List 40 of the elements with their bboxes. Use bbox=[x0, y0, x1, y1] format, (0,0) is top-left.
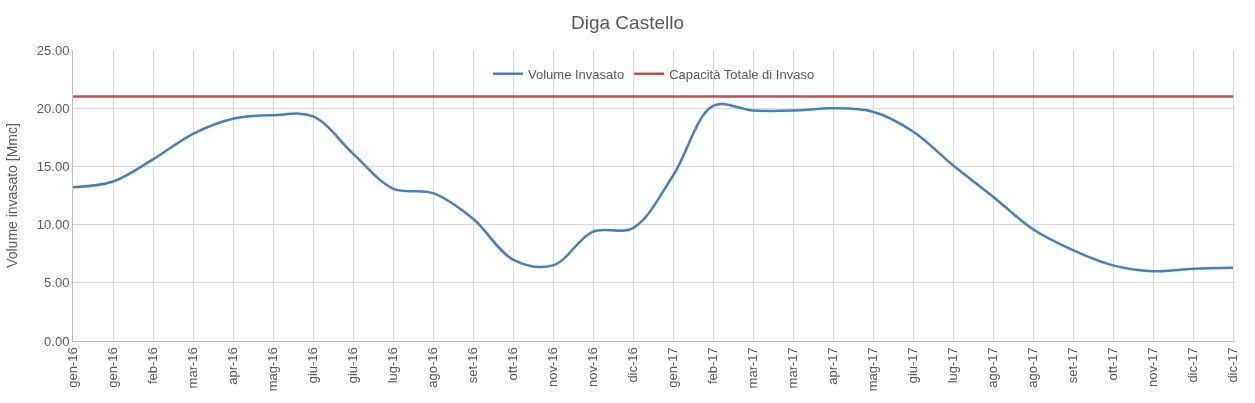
x-tick-label: ago-17 bbox=[985, 347, 1001, 388]
x-tick-label: dic-16 bbox=[625, 347, 641, 383]
y-tick-label: 10.00 bbox=[36, 217, 70, 233]
y-tick-label: 5.00 bbox=[44, 275, 70, 291]
x-tick-label: mar-17 bbox=[745, 347, 761, 389]
x-tick-label: mar-16 bbox=[185, 347, 201, 389]
x-tick-label: lug-16 bbox=[385, 347, 401, 384]
x-tick-label: giu-17 bbox=[905, 347, 921, 384]
x-tick-label: ott-17 bbox=[1105, 347, 1121, 381]
x-tick-label: apr-16 bbox=[225, 347, 241, 385]
x-tick-label: set-16 bbox=[465, 347, 481, 384]
x-tick-label: dic-17 bbox=[1225, 347, 1241, 383]
y-tick-label: 25.00 bbox=[36, 42, 70, 58]
x-tick-label: nov-17 bbox=[1145, 347, 1161, 387]
x-tick-label: giu-16 bbox=[345, 347, 361, 384]
x-tick-label: feb-17 bbox=[705, 347, 721, 385]
x-tick-label: ago-17 bbox=[1025, 347, 1041, 388]
x-tick-label: mag-17 bbox=[865, 347, 881, 392]
chart-title: Diga Castello bbox=[571, 12, 684, 34]
x-tick-label: giu-16 bbox=[305, 347, 321, 384]
legend-label: Capacità Totale di Invaso bbox=[669, 66, 815, 82]
x-tick-label: mar-17 bbox=[785, 347, 801, 389]
x-tick-label: mag-16 bbox=[265, 347, 281, 392]
x-tick-label: lug-17 bbox=[945, 347, 961, 384]
x-tick-label: ago-16 bbox=[425, 347, 441, 388]
x-tick-label: gen-16 bbox=[105, 347, 121, 388]
x-tick-label: set-17 bbox=[1065, 347, 1081, 384]
x-tick-label: feb-16 bbox=[145, 347, 161, 385]
legend-label: Volume Invasato bbox=[528, 66, 625, 82]
y-tick-label: 20.00 bbox=[36, 100, 70, 116]
y-tick-label: 0.00 bbox=[44, 333, 70, 349]
x-tick-label: dic-17 bbox=[1185, 347, 1201, 383]
x-tick-label: ott-16 bbox=[505, 347, 521, 381]
y-tick-label: 15.00 bbox=[36, 158, 70, 174]
x-tick-label: nov-16 bbox=[545, 347, 561, 387]
y-axis-title: Volume invasato [Mmc] bbox=[4, 123, 21, 268]
x-tick-label: apr-17 bbox=[825, 347, 841, 385]
x-tick-label: gen-16 bbox=[65, 347, 81, 388]
x-tick-label: gen-17 bbox=[665, 347, 681, 388]
x-tick-label: nov-16 bbox=[585, 347, 601, 387]
